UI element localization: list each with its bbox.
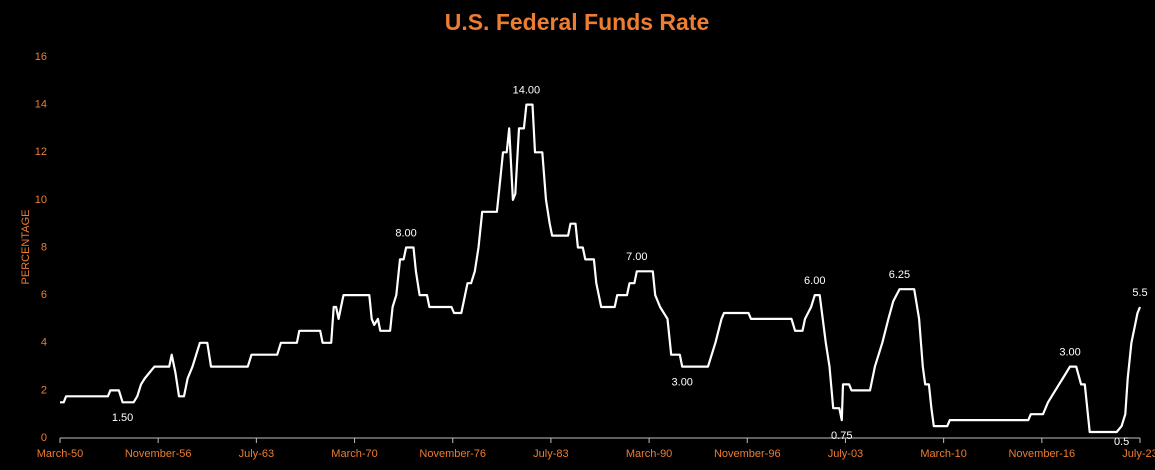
chart-title: U.S. Federal Funds Rate — [445, 9, 710, 35]
y-tick-label: 8 — [41, 241, 47, 253]
y-tick-label: 12 — [35, 146, 47, 158]
x-tick-label: March-90 — [626, 448, 672, 460]
x-tick-label: July-63 — [239, 448, 274, 460]
x-tick-label: July-03 — [828, 448, 863, 460]
data-label: 5.5 — [1132, 287, 1147, 299]
y-tick-label: 0 — [41, 432, 47, 444]
x-tick-label: November-16 — [1008, 448, 1075, 460]
x-tick-label: March-10 — [920, 448, 966, 460]
x-tick-label: March-50 — [37, 448, 83, 460]
data-label: 6.00 — [804, 275, 825, 287]
data-label: 0.75 — [831, 430, 852, 442]
x-tick-label: November-96 — [714, 448, 781, 460]
y-tick-label: 16 — [35, 51, 47, 63]
x-tick-label: March-70 — [331, 448, 377, 460]
y-tick-label: 14 — [35, 99, 47, 111]
data-label: 7.00 — [626, 251, 647, 263]
data-label: 0.5 — [1114, 436, 1129, 448]
data-label: 1.50 — [112, 412, 133, 424]
y-tick-label: 6 — [41, 289, 47, 301]
data-label: 8.00 — [395, 227, 416, 239]
data-label: 3.00 — [672, 376, 693, 388]
y-tick-label: 2 — [41, 384, 47, 396]
y-tick-label: 10 — [35, 194, 47, 206]
data-label: 14.00 — [513, 85, 541, 97]
x-tick-label: July-23 — [1122, 448, 1155, 460]
x-tick-label: November-76 — [419, 448, 486, 460]
data-label: 3.00 — [1059, 346, 1080, 358]
x-tick-label: July-83 — [533, 448, 568, 460]
y-axis-label: PERCENTAGE — [20, 210, 32, 285]
y-tick-label: 4 — [41, 337, 47, 349]
rate-line — [60, 103, 1142, 434]
data-label: 6.25 — [889, 269, 910, 281]
x-tick-label: November-56 — [125, 448, 192, 460]
